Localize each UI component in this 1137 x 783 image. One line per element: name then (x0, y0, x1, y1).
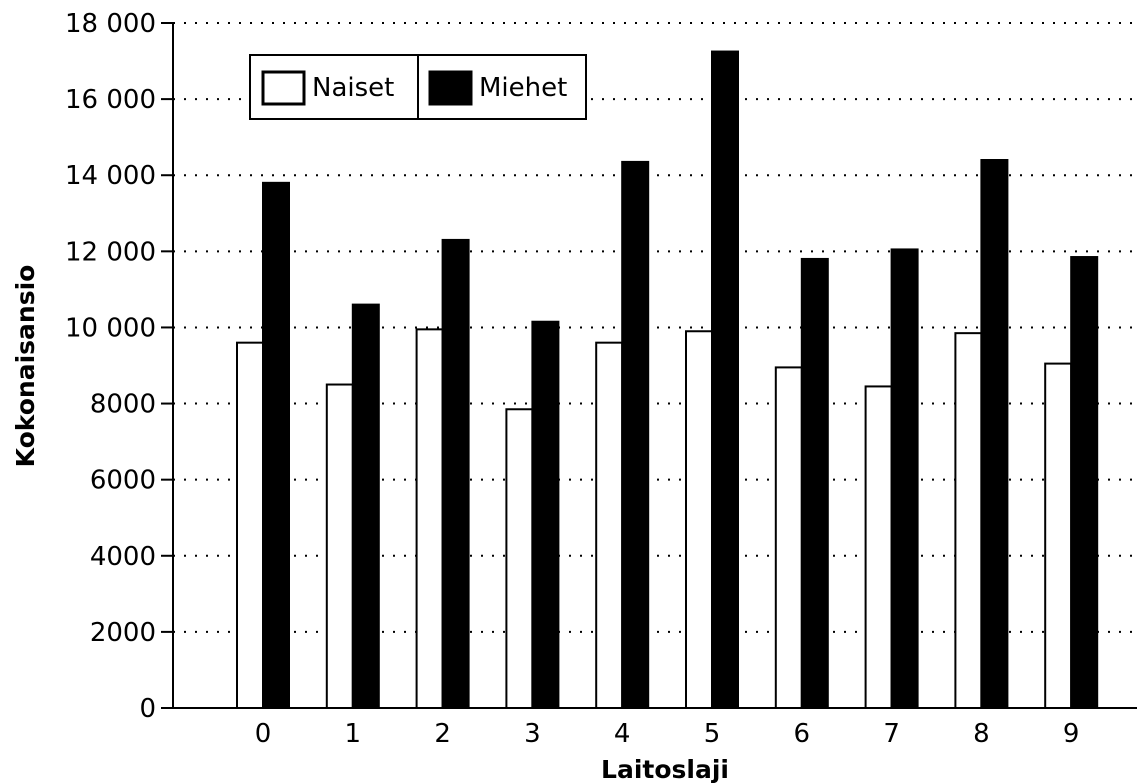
bar-miehet-6 (800, 257, 829, 709)
bar-miehet-7 (890, 248, 919, 710)
bar-naiset-4 (595, 341, 624, 709)
bar-miehet-3 (531, 320, 560, 709)
x-tick-label: 6 (794, 719, 811, 749)
legend-label-miehet: Miehet (479, 73, 567, 103)
x-tick-label: 3 (524, 719, 541, 749)
bar-miehet-8 (980, 159, 1009, 709)
x-tick-label: 9 (1063, 719, 1080, 749)
x-tick-label: 0 (255, 719, 272, 749)
y-tick-label: 16 000 (65, 85, 156, 115)
x-tick-label: 7 (883, 719, 900, 749)
bar-naiset-5 (685, 330, 713, 709)
x-tick-label: 1 (345, 719, 362, 749)
bar-naiset-9 (1044, 362, 1073, 709)
bar-naiset-7 (864, 385, 893, 709)
bar-naiset-8 (954, 332, 983, 709)
x-tick-label: 8 (973, 719, 990, 749)
x-ticks: 0 1 2 3 4 5 6 7 8 9 (255, 719, 1080, 749)
bar-miehet-5 (711, 50, 739, 709)
y-ticks: 0 2000 4000 6000 8000 10 000 12 000 14 000 16 00… (65, 9, 173, 724)
x-axis-title: Laitoslaji (601, 755, 729, 783)
y-axis-title: Kokonaisansio (11, 265, 40, 468)
bar-naiset-2 (415, 328, 444, 709)
bar-naiset-1 (325, 383, 354, 709)
y-tick-label: 8000 (90, 390, 156, 420)
bar-miehet-2 (441, 238, 470, 710)
bars (236, 50, 1099, 710)
y-tick-label: 10 000 (65, 313, 156, 343)
x-tick-label: 4 (614, 719, 631, 749)
axes (172, 23, 1137, 709)
legend-swatch-naiset (261, 70, 306, 106)
bar-naiset-6 (774, 366, 803, 709)
x-tick-label: 5 (704, 719, 721, 749)
x-tick-label: 2 (434, 719, 451, 749)
y-tick-label: 18 000 (65, 9, 156, 39)
y-tick-label: 12 000 (65, 237, 156, 267)
y-tick-label: 14 000 (65, 161, 156, 191)
y-tick-label: 0 (139, 694, 156, 724)
bar-miehet-1 (351, 303, 380, 709)
y-tick-label: 2000 (90, 618, 156, 648)
bar-miehet-0 (262, 181, 290, 710)
legend-swatch-miehet (428, 70, 473, 106)
y-tick-label: 6000 (90, 466, 156, 496)
bar-miehet-9 (1070, 256, 1099, 709)
legend-label-naiset: Naiset (312, 73, 394, 103)
legend: Naiset Miehet (249, 54, 587, 120)
bar-naiset-0 (236, 341, 264, 709)
bar-naiset-3 (505, 408, 534, 709)
bar-miehet-4 (621, 160, 650, 709)
y-tick-label: 4000 (90, 542, 156, 572)
